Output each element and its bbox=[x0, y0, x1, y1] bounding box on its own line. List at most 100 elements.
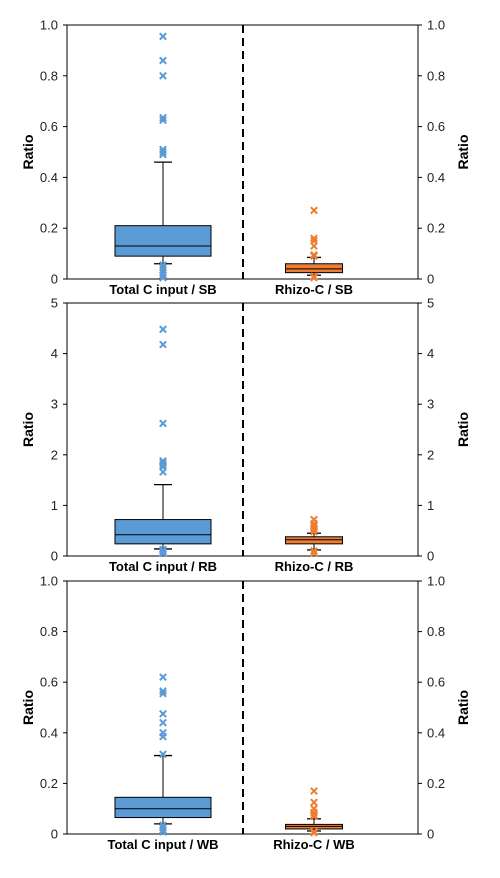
outlier-marker bbox=[159, 271, 167, 280]
left-tick-label: 0.2 bbox=[40, 221, 58, 236]
box-group bbox=[285, 206, 343, 282]
outlier-marker bbox=[159, 419, 167, 428]
outlier-marker bbox=[159, 750, 167, 759]
y2-axis-label: Ratio bbox=[455, 135, 471, 170]
box-iqr bbox=[114, 796, 212, 819]
right-tick-label: 0.2 bbox=[427, 776, 445, 791]
outlier-marker bbox=[159, 325, 167, 334]
outlier-marker bbox=[159, 32, 167, 41]
y-axis-label: Ratio bbox=[20, 412, 36, 447]
box-group bbox=[114, 32, 212, 282]
left-tick-label: 0.2 bbox=[40, 776, 58, 791]
right-tick-label: 0.4 bbox=[427, 725, 445, 740]
outlier-marker bbox=[159, 732, 167, 741]
category-label: Total C input / SB bbox=[109, 282, 216, 297]
category-label: Total C input / WB bbox=[108, 837, 219, 852]
outlier-marker bbox=[159, 56, 167, 65]
box-iqr bbox=[114, 519, 212, 545]
right-tick-label: 4 bbox=[427, 346, 434, 361]
y2-axis-label: Ratio bbox=[455, 412, 471, 447]
left-tick-label: 1.0 bbox=[40, 18, 58, 33]
outlier-marker bbox=[159, 116, 167, 125]
right-tick-label: 0.6 bbox=[427, 675, 445, 690]
right-tick-label: 0.4 bbox=[427, 170, 445, 185]
outlier-marker bbox=[159, 150, 167, 159]
outlier-marker bbox=[159, 673, 167, 682]
box-iqr bbox=[285, 536, 343, 545]
right-tick-label: 0 bbox=[427, 272, 434, 287]
left-tick-label: 0.6 bbox=[40, 119, 58, 134]
right-tick-label: 3 bbox=[427, 397, 434, 412]
outlier-marker bbox=[159, 689, 167, 698]
outlier-marker bbox=[310, 549, 318, 557]
left-tick-label: 0.8 bbox=[40, 68, 58, 83]
outlier-marker bbox=[159, 461, 167, 469]
outlier-marker bbox=[310, 787, 318, 795]
y-axis-label: Ratio bbox=[20, 135, 36, 170]
left-tick-label: 0 bbox=[51, 827, 58, 842]
outlier-marker bbox=[310, 798, 318, 807]
outlier-marker bbox=[310, 812, 318, 821]
outlier-marker bbox=[159, 549, 167, 558]
outlier-marker bbox=[159, 687, 167, 695]
box-group bbox=[285, 787, 343, 837]
panel-1: 0 0 0.2 0.2 0.4 0.4 0.6 0.6 0.8 0.8 1.0 1.0 Ratio Rat… bbox=[20, 18, 471, 298]
outlier-marker bbox=[310, 252, 318, 261]
left-tick-label: 2 bbox=[51, 447, 58, 462]
outlier-marker bbox=[159, 548, 167, 556]
outlier-marker bbox=[159, 148, 167, 156]
right-tick-label: 1.0 bbox=[427, 574, 445, 589]
panel-3: 0 0 0.2 0.2 0.4 0.4 0.6 0.6 0.8 0.8 1.0 1.0 Ratio Rat… bbox=[20, 574, 471, 853]
outlier-marker bbox=[159, 709, 167, 718]
right-tick-label: 0.8 bbox=[427, 624, 445, 639]
outlier-marker bbox=[310, 206, 318, 215]
outlier-marker bbox=[159, 468, 167, 476]
category-label: Rhizo-C / RB bbox=[275, 559, 354, 574]
right-tick-label: 0 bbox=[427, 549, 434, 564]
category-label: Rhizo-C / SB bbox=[275, 282, 353, 297]
outlier-marker bbox=[310, 273, 318, 282]
outlier-marker bbox=[159, 828, 167, 836]
right-tick-label: 0.6 bbox=[427, 119, 445, 134]
outlier-marker bbox=[159, 273, 167, 282]
y-axis-label: Ratio bbox=[20, 690, 36, 725]
left-tick-label: 3 bbox=[51, 397, 58, 412]
left-tick-label: 0 bbox=[51, 549, 58, 564]
outlier-marker bbox=[310, 828, 318, 837]
outlier-marker bbox=[310, 242, 318, 250]
right-tick-label: 5 bbox=[427, 296, 434, 311]
right-tick-label: 2 bbox=[427, 447, 434, 462]
box-iqr bbox=[285, 263, 343, 274]
left-tick-label: 4 bbox=[51, 346, 58, 361]
box-group bbox=[285, 515, 343, 557]
box-iqr bbox=[114, 225, 212, 257]
right-tick-label: 1.0 bbox=[427, 18, 445, 33]
panel-2: 0 0 1 1 2 2 3 3 4 4 5 5 Ratio Ratio Total C input / RB… bbox=[20, 296, 471, 575]
outlier-marker bbox=[159, 718, 167, 727]
outlier-marker bbox=[310, 234, 318, 243]
y2-axis-label: Ratio bbox=[455, 690, 471, 725]
left-tick-label: 0.4 bbox=[40, 725, 58, 740]
right-tick-label: 0.8 bbox=[427, 68, 445, 83]
box-group bbox=[114, 325, 212, 558]
left-tick-label: 0 bbox=[51, 272, 58, 287]
left-tick-label: 0.8 bbox=[40, 624, 58, 639]
outlier-marker bbox=[159, 340, 167, 349]
left-tick-label: 0.6 bbox=[40, 675, 58, 690]
right-tick-label: 0 bbox=[427, 827, 434, 842]
right-tick-label: 0.2 bbox=[427, 221, 445, 236]
outlier-marker bbox=[310, 525, 318, 534]
left-tick-label: 1.0 bbox=[40, 574, 58, 589]
outlier-marker bbox=[159, 826, 167, 835]
left-tick-label: 0.4 bbox=[40, 170, 58, 185]
outlier-marker bbox=[159, 71, 167, 80]
left-tick-label: 5 bbox=[51, 296, 58, 311]
right-tick-label: 1 bbox=[427, 498, 434, 513]
category-label: Total C input / RB bbox=[109, 559, 217, 574]
left-tick-label: 1 bbox=[51, 498, 58, 513]
box-group bbox=[114, 673, 212, 836]
outlier-marker bbox=[310, 527, 318, 536]
outlier-marker bbox=[310, 547, 318, 555]
category-label: Rhizo-C / WB bbox=[273, 837, 355, 852]
